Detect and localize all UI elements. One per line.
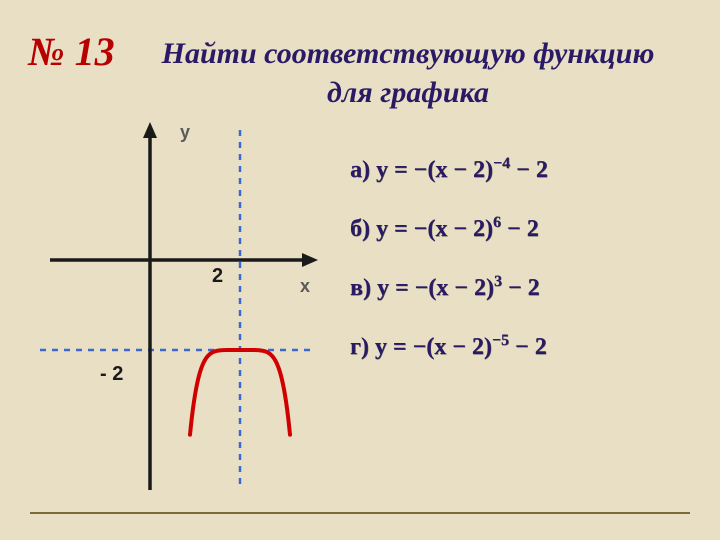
title-line2: для графика — [327, 76, 489, 109]
option-b: б) y = −(x − 2)6 − 2 — [350, 214, 548, 243]
title-line1: Найти соответствующую функцию — [162, 37, 655, 70]
task-number: № 13 — [28, 28, 115, 75]
option-d-body: y = −(x − 2) — [375, 334, 492, 360]
option-a-exp: −4 — [493, 155, 510, 172]
option-a-letter: а) — [350, 157, 370, 183]
svg-text:- 2: - 2 — [100, 363, 123, 385]
option-d-exp: −5 — [492, 332, 509, 349]
option-c-tail: − 2 — [502, 275, 540, 301]
graph-svg: y x 2 - 2 — [30, 120, 330, 500]
svg-text:2: 2 — [212, 265, 223, 287]
svg-text:x: x — [300, 276, 310, 296]
option-d-tail: − 2 — [509, 334, 547, 360]
svg-text:y: y — [180, 122, 190, 142]
option-c: в) y = −(x − 2)3 − 2 — [350, 273, 548, 302]
answer-options: а) y = −(x − 2)−4 − 2 б) y = −(x − 2)6 −… — [350, 155, 548, 391]
option-a-tail: − 2 — [510, 157, 548, 183]
option-b-letter: б) — [350, 216, 370, 242]
option-a-body: y = −(x − 2) — [376, 157, 493, 183]
option-b-tail: − 2 — [501, 216, 539, 242]
graph: y x 2 - 2 — [30, 120, 330, 500]
option-b-body: y = −(x − 2) — [376, 216, 493, 242]
option-d-letter: г) — [350, 334, 369, 360]
option-c-exp: 3 — [494, 273, 502, 290]
option-b-exp: 6 — [493, 214, 501, 231]
divider — [30, 512, 690, 514]
option-a: а) y = −(x − 2)−4 − 2 — [350, 155, 548, 184]
option-c-body: y = −(x − 2) — [377, 275, 494, 301]
option-c-letter: в) — [350, 275, 371, 301]
question-title: Найти соответствующую функцию для график… — [128, 34, 688, 112]
option-d: г) y = −(x − 2)−5 − 2 — [350, 332, 548, 361]
